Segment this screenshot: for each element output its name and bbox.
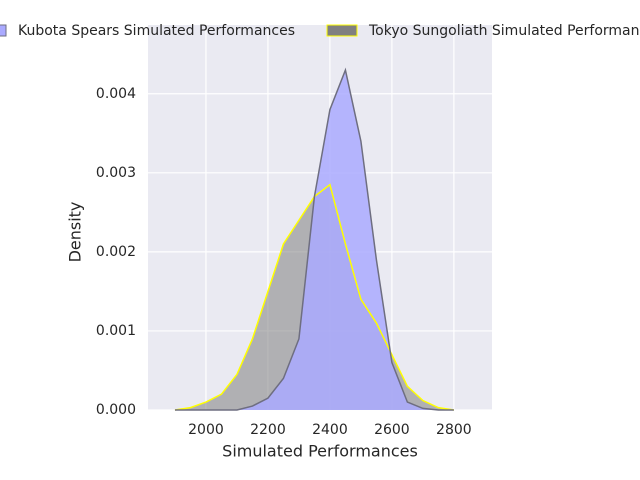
y-tick-label: 0.001 (96, 323, 136, 339)
legend-label: Kubota Spears Simulated Performances (18, 23, 295, 39)
x-tick-label: 2400 (312, 422, 348, 438)
y-tick-label: 0.000 (96, 402, 136, 418)
density-area (174, 70, 454, 411)
x-tick-label: 2000 (188, 422, 224, 438)
x-tick-label: 2200 (250, 422, 286, 438)
y-tick-label: 0.002 (96, 244, 136, 260)
x-tick-label: 2600 (374, 422, 410, 438)
y-axis-label: Density (66, 202, 85, 263)
legend-label: Tokyo Sungoliath Simulated Performances (368, 23, 640, 39)
legend-swatch (0, 24, 7, 37)
x-tick-label: 2800 (436, 422, 472, 438)
x-axis-label: Simulated Performances (222, 442, 418, 461)
y-tick-label: 0.003 (96, 165, 136, 181)
y-tick-label: 0.004 (96, 86, 136, 102)
density-line (174, 67, 454, 411)
legend-swatch (326, 24, 358, 37)
